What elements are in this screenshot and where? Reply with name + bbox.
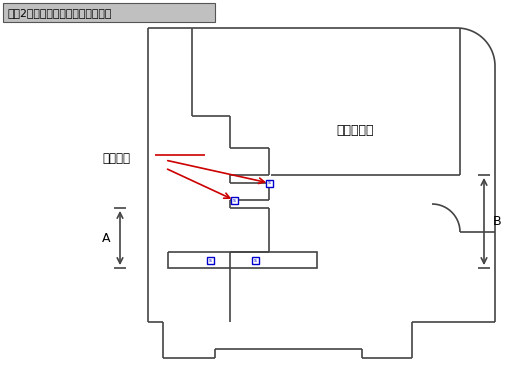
Bar bbox=[266, 179, 272, 187]
Text: A: A bbox=[102, 231, 110, 244]
Text: s: s bbox=[232, 198, 236, 203]
Text: 【図2】かす詰まりのセンサー配置: 【図2】かす詰まりのセンサー配置 bbox=[7, 8, 111, 18]
Bar bbox=[230, 196, 238, 204]
Text: s: s bbox=[209, 258, 211, 263]
Text: s: s bbox=[253, 258, 257, 263]
Bar bbox=[251, 256, 259, 263]
Text: プレス機械: プレス機械 bbox=[336, 124, 374, 136]
Text: センサー: センサー bbox=[102, 152, 130, 165]
Bar bbox=[207, 256, 213, 263]
Bar bbox=[3, 3, 215, 22]
Text: B: B bbox=[493, 215, 501, 228]
Text: s: s bbox=[268, 180, 270, 185]
